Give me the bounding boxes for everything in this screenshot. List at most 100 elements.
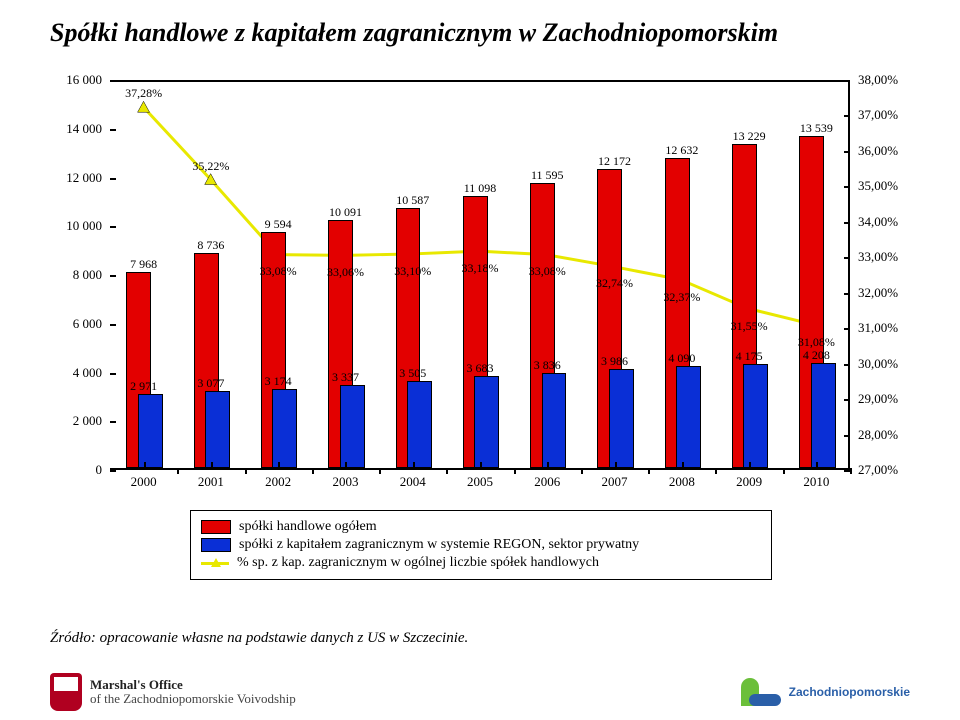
x-tick: 2000 <box>131 470 157 486</box>
bar-foreign <box>474 376 499 468</box>
y2-axis: 27,00%28,00%29,00%30,00%31,00%32,00%33,0… <box>850 80 910 470</box>
y2-tick: 37,00% <box>850 107 910 123</box>
bar-total-label: 12 632 <box>665 143 698 158</box>
y1-tick: 10 000 <box>50 218 110 234</box>
legend-item-pct: % sp. z kap. zagranicznym w ogólnej licz… <box>201 555 761 571</box>
office-line2: of the Zachodniopomorskie Voivodship <box>90 691 296 706</box>
bar-foreign <box>138 394 163 468</box>
bar-foreign <box>407 381 432 468</box>
bar-foreign-label: 3 337 <box>332 370 359 385</box>
y1-axis: 02 0004 0006 0008 00010 00012 00014 0001… <box>50 80 110 470</box>
bar-foreign <box>676 366 701 468</box>
line-pct-label: 33,10% <box>394 264 431 279</box>
y1-tick: 8 000 <box>50 267 110 283</box>
office-name: Marshal's Office of the Zachodniopomorsk… <box>90 678 296 707</box>
bar-foreign-label: 3 836 <box>534 358 561 373</box>
line-pct-label: 37,28% <box>125 86 162 101</box>
line-pct-label: 32,74% <box>596 276 633 291</box>
y1-tick: 0 <box>50 462 110 478</box>
y2-tick: 34,00% <box>850 214 910 230</box>
x-tick: 2004 <box>400 470 426 486</box>
bar-foreign-label: 3 986 <box>601 354 628 369</box>
bar-foreign <box>272 389 297 468</box>
bar-total-label: 11 098 <box>464 181 497 196</box>
region-logo: Zachodniopomorskie <box>741 676 910 708</box>
bar-total-label: 13 229 <box>733 129 766 144</box>
y2-tick: 32,00% <box>850 285 910 301</box>
y1-tick: 12 000 <box>50 170 110 186</box>
bar-foreign-label: 2 971 <box>130 379 157 394</box>
plot-area: 7 9682 9718 7363 0779 5943 17410 0913 33… <box>110 80 850 470</box>
y2-tick: 27,00% <box>850 462 910 478</box>
y2-tick: 30,00% <box>850 356 910 372</box>
legend-label-foreign: spółki z kapitałem zagranicznym w system… <box>239 537 639 553</box>
x-tick: 2003 <box>332 470 358 486</box>
region-brand: Zachodniopomorskie <box>789 685 910 699</box>
bar-foreign-label: 4 175 <box>736 349 763 364</box>
x-tick: 2007 <box>602 470 628 486</box>
bar-foreign <box>743 364 768 468</box>
combo-chart: 0 2 000 4 000 6 000 8 000 10 000 12 000 14 000 1… <box>50 80 910 500</box>
bar-total-label: 10 587 <box>396 193 429 208</box>
legend-swatch-foreign <box>201 538 231 552</box>
footer: Marshal's Office of the Zachodniopomorsk… <box>50 672 910 712</box>
region-mark-icon <box>741 676 783 708</box>
legend-swatch-total <box>201 520 231 534</box>
y2-tick: 38,00% <box>850 72 910 88</box>
bar-foreign-label: 4 090 <box>668 351 695 366</box>
y2-tick: 28,00% <box>850 427 910 443</box>
bar-foreign <box>811 363 836 468</box>
legend-item-total: spółki handlowe ogółem <box>201 519 761 535</box>
legend-label-pct: % sp. z kap. zagranicznym w ogólnej licz… <box>237 555 599 571</box>
bar-foreign-label: 4 208 <box>803 348 830 363</box>
bar-total-label: 8 736 <box>197 238 224 253</box>
legend: spółki handlowe ogółem spółki z kapitałe… <box>190 510 772 580</box>
bar-foreign-label: 3 683 <box>467 361 494 376</box>
page-title: Spółki handlowe z kapitałem zagranicznym… <box>50 18 778 48</box>
source-text: Źródło: opracowanie własne na podstawie … <box>50 630 468 647</box>
bar-foreign-label: 3 174 <box>265 374 292 389</box>
bar-total-label: 11 595 <box>531 168 564 183</box>
x-tick: 2005 <box>467 470 493 486</box>
y2-tick: 36,00% <box>850 143 910 159</box>
x-tick: 2002 <box>265 470 291 486</box>
x-axis: 2000 2001 2002 2003 2004 2005 2006 2007 2008 2009… <box>110 470 850 500</box>
line-pct-label: 31,08% <box>798 335 835 350</box>
y2-tick: 35,00% <box>850 178 910 194</box>
x-tick: 2010 <box>803 470 829 486</box>
y1-tick: 14 000 <box>50 121 110 137</box>
line-pct-label: 33,06% <box>327 265 364 280</box>
y1-tick: 4 000 <box>50 365 110 381</box>
bar-foreign-label: 3 505 <box>399 366 426 381</box>
bar-foreign-label: 3 077 <box>197 376 224 391</box>
line-pct-label: 33,08% <box>529 264 566 279</box>
y1-tick: 2 000 <box>50 413 110 429</box>
office-line1: Marshal's Office <box>90 677 183 692</box>
line-pct-label: 31,55% <box>731 319 768 334</box>
y2-tick: 29,00% <box>850 391 910 407</box>
y2-tick: 31,00% <box>850 320 910 336</box>
bar-foreign <box>205 391 230 468</box>
legend-label-total: spółki handlowe ogółem <box>239 519 377 535</box>
bar-total-label: 7 968 <box>130 257 157 272</box>
x-tick: 2006 <box>534 470 560 486</box>
bar-foreign <box>542 373 567 469</box>
line-pct-label: 35,22% <box>192 159 229 174</box>
y1-tick: 6 000 <box>50 316 110 332</box>
y2-tick: 33,00% <box>850 249 910 265</box>
line-pct-label: 33,08% <box>260 264 297 279</box>
bar-total-label: 12 172 <box>598 154 631 169</box>
x-tick: 2009 <box>736 470 762 486</box>
bar-total-label: 13 539 <box>800 121 833 136</box>
x-tick: 2008 <box>669 470 695 486</box>
x-tick: 2001 <box>198 470 224 486</box>
y1-tick: 16 000 <box>50 72 110 88</box>
crest-icon <box>50 673 82 711</box>
legend-swatch-pct <box>201 562 229 565</box>
line-pct-label: 32,37% <box>663 290 700 305</box>
legend-item-foreign: spółki z kapitałem zagranicznym w system… <box>201 537 761 553</box>
bar-total-label: 10 091 <box>329 205 362 220</box>
bar-foreign <box>340 385 365 468</box>
line-pct-label: 33,18% <box>462 261 499 276</box>
bar-foreign <box>609 369 634 468</box>
